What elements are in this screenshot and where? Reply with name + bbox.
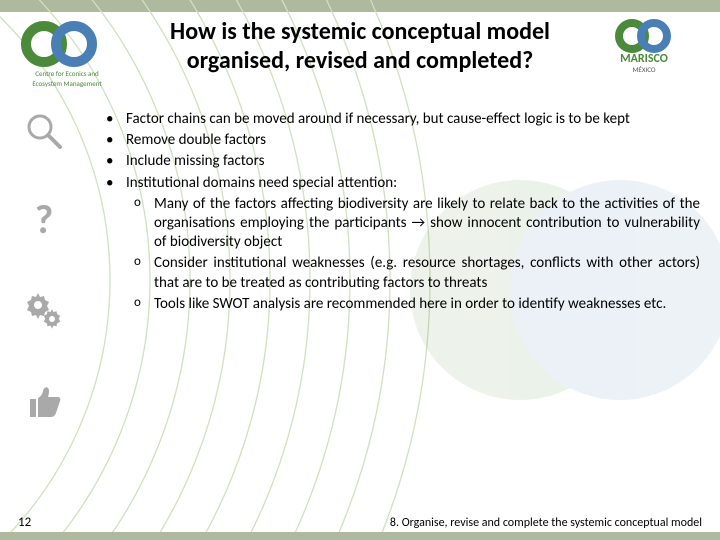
logo-right-sub: MÉXICO (632, 65, 655, 74)
bullet-item: Include missing factors (100, 152, 700, 171)
sub-item: Consider institutional weaknesses (e.g. … (126, 254, 700, 292)
content: Factor chains can be moved around if nec… (100, 110, 700, 316)
search-icon (23, 110, 65, 152)
slide-title: How is the systemic conceptual model org… (140, 18, 580, 76)
bullet-text: Institutional domains need special atten… (126, 174, 397, 192)
bullet-text: Include missing factors (126, 152, 264, 170)
logo-right: MARISCO MÉXICO (598, 18, 708, 78)
slide: Centre for Econics and Ecosystem Managem… (0, 0, 720, 540)
bullet-item: Factor chains can be moved around if nec… (100, 110, 700, 129)
bullet-item: Institutional domains need special atten… (100, 174, 700, 314)
infinity-logo-left: Centre for Econics and Ecosystem Managem… (12, 18, 122, 98)
sub-text: Tools like SWOT analysis are recommended… (154, 295, 666, 313)
question-icon: ? (23, 200, 65, 242)
thumbs-up-icon (23, 380, 65, 422)
logo-left-line2: Ecosystem Management (32, 79, 102, 88)
top-bar (0, 0, 720, 12)
footer-section: 8. Organise, revise and complete the sys… (390, 516, 702, 530)
logo-left-line1: Centre for Econics and (35, 69, 99, 78)
bullet-item: Remove double factors (100, 131, 700, 150)
bullet-list: Factor chains can be moved around if nec… (100, 110, 700, 314)
svg-text:?: ? (35, 201, 54, 241)
page-number: 12 (18, 515, 31, 530)
bullet-text: Remove double factors (126, 131, 266, 149)
sub-item: Many of the factors affecting biodiversi… (126, 195, 700, 253)
gears-icon (23, 290, 65, 332)
bullet-text: Factor chains can be moved around if nec… (126, 110, 630, 128)
bottom-bar (0, 532, 720, 540)
sub-item: Tools like SWOT analysis are recommended… (126, 295, 700, 314)
logo-right-label: MARISCO (620, 52, 668, 66)
logo-left: Centre for Econics and Ecosystem Managem… (12, 18, 122, 98)
sidebar: ? (14, 110, 74, 422)
sub-list: Many of the factors affecting biodiversi… (126, 195, 700, 314)
sub-text: Many of the factors affecting biodiversi… (154, 195, 700, 251)
infinity-logo-right: MARISCO MÉXICO (598, 18, 708, 78)
sub-text: Consider institutional weaknesses (e.g. … (154, 254, 700, 291)
